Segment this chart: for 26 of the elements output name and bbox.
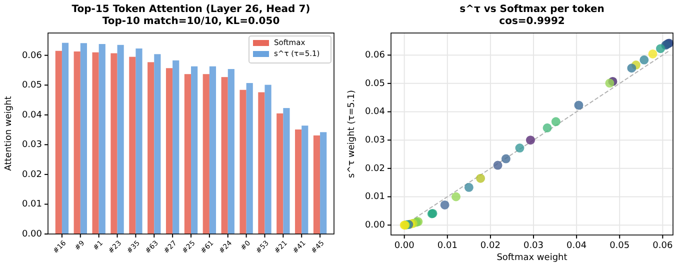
x-tick-label: 0.02: [480, 241, 500, 251]
x-tick-label: 0.06: [652, 241, 673, 251]
y-tick-label: 0.06: [22, 50, 42, 61]
x-tick-label: 0.05: [610, 241, 630, 251]
y-tick-label: 0.03: [22, 140, 42, 150]
chart-title: s^τ vs Softmax per token cos=0.9992: [460, 4, 604, 27]
x-tick-label: 0.01: [437, 241, 458, 251]
y-axis-title: s^τ weight (τ=5.1): [347, 90, 357, 178]
y-tick-label: 0.02: [364, 164, 385, 174]
chart-title: Top-15 Token Attention (Layer 26, Head 7) Top-10 match=10/10, KL=0.050: [72, 4, 310, 27]
y-tick-label: 0.06: [364, 50, 386, 61]
y-axis-title: Attention weight: [4, 96, 14, 171]
y-tick-label: 0.01: [364, 192, 385, 202]
y-tick-label: 0.01: [22, 200, 42, 210]
y-tick-label: 0.05: [22, 80, 42, 91]
y-tick-label: 0.05: [364, 78, 385, 89]
x-tick-label: 0.00: [394, 241, 415, 251]
x-axis-title: Softmax weight: [496, 253, 568, 263]
y-tick-label: 0.04: [22, 110, 42, 120]
y-tick-label: 0.03: [364, 136, 385, 146]
y-tick-label: 0.00: [22, 229, 42, 240]
x-tick-label: 0.04: [566, 241, 587, 251]
y-tick-label: 0.02: [22, 170, 42, 180]
y-tick-label: 0.04: [364, 107, 386, 118]
x-tick-label: 0.03: [523, 241, 544, 251]
y-tick-label: 0.00: [364, 220, 386, 231]
